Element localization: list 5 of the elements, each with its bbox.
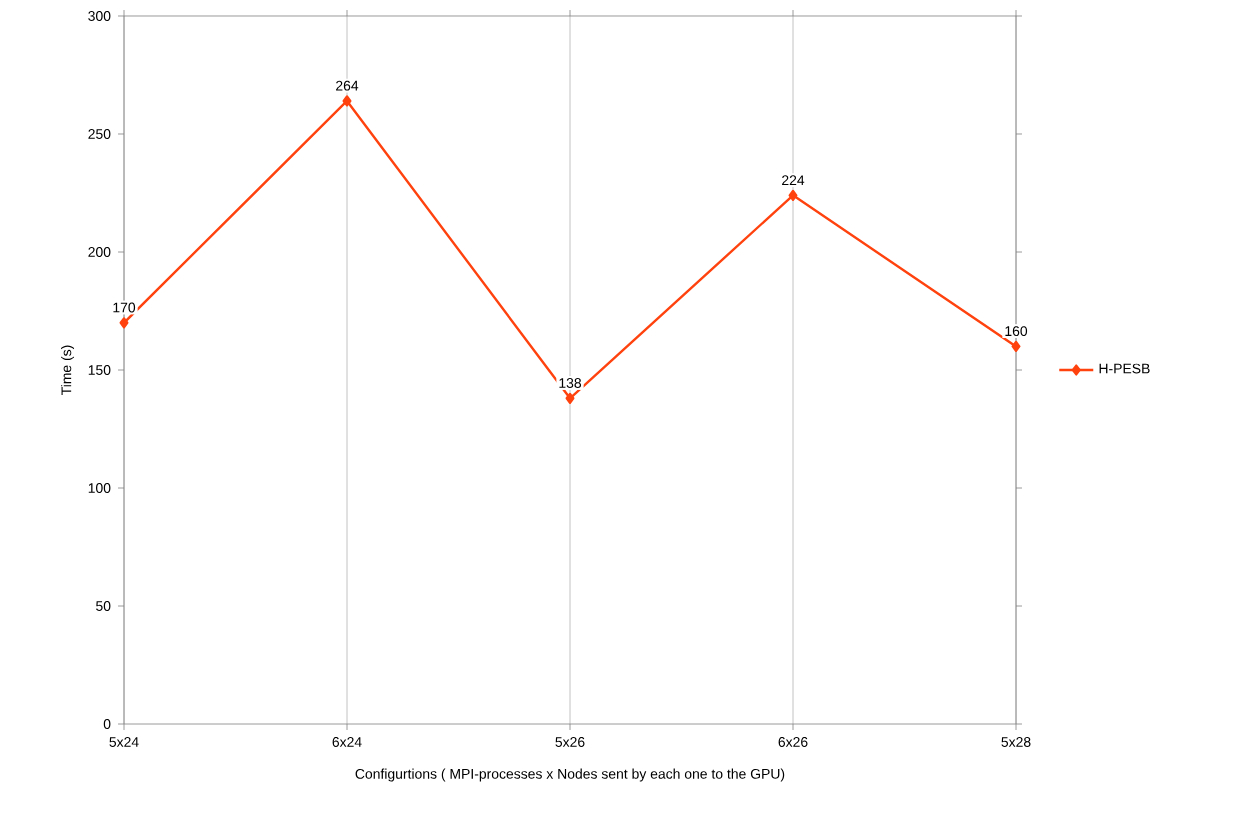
point [119, 317, 129, 329]
point [1011, 340, 1021, 352]
point [788, 189, 798, 201]
point [342, 95, 352, 107]
point [565, 392, 575, 404]
